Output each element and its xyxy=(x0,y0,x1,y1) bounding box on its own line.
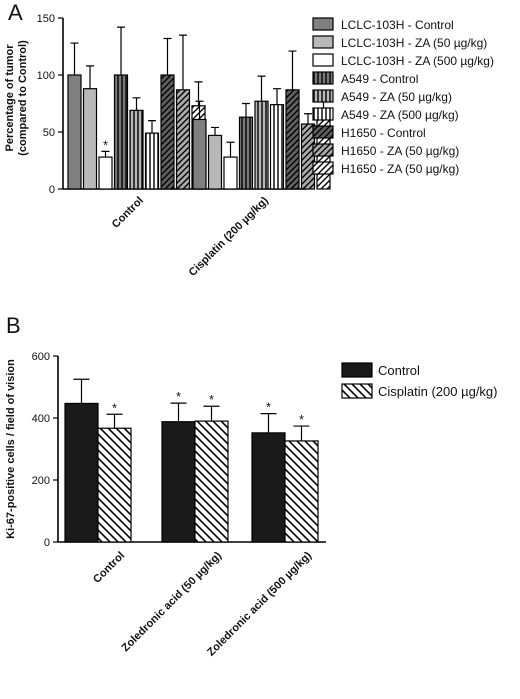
panel-a-legend-swatch xyxy=(312,71,334,85)
panel-a-bar xyxy=(160,74,175,190)
panel-a-bar xyxy=(285,89,300,190)
panel-b-category-label: Control xyxy=(91,550,127,586)
panel-a-legend-swatch xyxy=(312,125,334,139)
panel-b-bar xyxy=(64,402,99,543)
panel-a-error-bar xyxy=(101,150,110,158)
panel-b-error-bar xyxy=(170,402,187,422)
panel-b-error-bar xyxy=(106,413,123,429)
panel-a-error-bar xyxy=(288,50,297,90)
panel-a-legend-swatch xyxy=(312,35,334,49)
panel-a-legend-label: LCLC-103H - ZA (500 µg/kg) xyxy=(341,54,494,68)
panel-a-error-bar xyxy=(257,75,266,102)
panel-a-legend-label: H1650 - ZA (50 µg/kg) xyxy=(341,144,459,158)
panel-a-y-axis-label-line1: Percentage of tumor xyxy=(4,44,16,152)
panel-b-legend-label: Cisplatin (200 µg/kg) xyxy=(378,384,498,399)
panel-a-legend-label: H1650 - ZA (50 µg/kg) xyxy=(341,162,459,176)
panel-a-chart: 0 50 100 150 * Control Cisplatin (200 µg/kg) LC… xyxy=(37,13,494,279)
panel-b-significance-star: * xyxy=(209,392,214,407)
panel-a-legend-swatch xyxy=(312,161,334,175)
panel-a-error-bar xyxy=(117,26,125,75)
panel-a-bar xyxy=(192,118,207,190)
panel-a-error-bar xyxy=(226,141,235,158)
panel-a-category-label: Control xyxy=(110,195,146,231)
panel-b-error-bar xyxy=(203,405,220,422)
panel-a-error-bar xyxy=(194,81,203,106)
panel-a-legend-swatch xyxy=(312,89,334,103)
panel-a-legend-label: A549 - ZA (50 µg/kg) xyxy=(341,90,452,104)
panel-a-bar xyxy=(129,109,144,190)
panel-b-legend-swatch xyxy=(341,362,373,378)
panel-b-bar xyxy=(251,432,286,543)
panel-a-significance-star: * xyxy=(103,137,108,152)
panel-a-bar xyxy=(269,104,285,190)
panel-a-legend-swatch xyxy=(312,17,334,31)
panel-a-legend-swatch xyxy=(312,143,334,157)
panel-b-error-bar xyxy=(73,378,90,404)
panel-a-bar xyxy=(254,100,269,190)
panel-a-bar xyxy=(82,88,98,190)
panel-b-significance-star: * xyxy=(299,412,304,427)
panel-a-legend-label: LCLC-103H - Control xyxy=(341,18,454,32)
panel-a-error-bar xyxy=(195,100,204,120)
panel-b-significance-star: * xyxy=(112,400,117,415)
panel-a-error-bar xyxy=(70,42,79,75)
panel-b-legend-swatch xyxy=(341,383,373,399)
panel-a-y-axis-label: Percentage of tumor (compared to Control… xyxy=(4,40,29,156)
panel-a-legend-label: A549 - Control xyxy=(341,72,418,86)
panel-b-bar xyxy=(194,420,229,543)
panel-b-y-axis-label-group: Ki-67-positive cells / field of vision xyxy=(5,359,17,539)
panel-a-y-tick-label: 150 xyxy=(37,13,55,25)
panel-a-y-tick-label: 0 xyxy=(49,184,55,196)
panel-b-y-tick-label: 200 xyxy=(32,475,50,487)
panel-b-significance-star: * xyxy=(176,389,181,404)
panel-a-legend-label: A549 - ZA (500 µg/kg) xyxy=(341,108,459,122)
panel-a-error-bar xyxy=(132,97,141,111)
panel-a-error-bar xyxy=(86,65,94,89)
panel-b-y-tick-label: 0 xyxy=(44,537,50,549)
panel-b-error-bar xyxy=(293,425,310,441)
panel-a-bar xyxy=(238,116,254,190)
panel-b-y-tick-label: 600 xyxy=(32,351,50,363)
panel-a-error-bar xyxy=(211,126,219,136)
panel-label-b: B xyxy=(6,313,21,338)
panel-a-bar xyxy=(207,134,223,190)
panel-b-significance-star: * xyxy=(266,400,271,415)
panel-a-legend-label: LCLC-103H - ZA (50 µg/kg) xyxy=(341,36,487,50)
panel-a-legend-swatch xyxy=(312,53,334,67)
panel-b-bar xyxy=(284,440,319,543)
panel-b-y-axis-label: Ki-67-positive cells / field of vision xyxy=(5,359,17,539)
panel-a-error-bar xyxy=(163,37,172,75)
panel-a-bar xyxy=(113,74,129,190)
panel-a-legend-label: H1650 - Control xyxy=(341,126,426,140)
panel-b-bar xyxy=(161,421,196,543)
panel-a-error-bar xyxy=(273,88,281,105)
panel-b-y-tick-label: 400 xyxy=(32,413,50,425)
panel-b-chart: 0 200 400 600 * Control * * Zoledronic acid (50 … xyxy=(32,351,498,659)
panel-b-bar xyxy=(97,427,132,543)
panel-a-y-tick-label: 50 xyxy=(43,127,55,139)
panel-a-error-bar xyxy=(242,102,250,118)
panel-a-bar xyxy=(144,132,160,190)
panel-a-y-axis-label-line2: (compared to Control) xyxy=(17,40,29,156)
panel-a-bar xyxy=(223,156,238,190)
panel-b-legend-label: Control xyxy=(378,363,420,378)
panel-a-y-tick-label: 100 xyxy=(37,70,55,82)
panel-a-legend-swatch xyxy=(312,107,334,121)
panel-b-error-bar xyxy=(260,413,277,433)
panel-a-bar xyxy=(98,156,113,190)
panel-b-category-label: Zoledronic acid (50 µg/kg) xyxy=(120,549,225,654)
panel-a-error-bar xyxy=(304,113,312,125)
panel-a-error-bar xyxy=(148,120,156,134)
panel-b-category-label: Zoledronic acid (500 µg/kg) xyxy=(205,549,314,658)
panel-label-a: A xyxy=(8,0,23,25)
panel-a-category-label: Cisplatin (200 µg/kg) xyxy=(187,194,272,279)
panel-a-error-bar xyxy=(179,34,187,90)
panel-a-bar xyxy=(175,89,191,190)
panel-a-bar xyxy=(67,74,82,190)
